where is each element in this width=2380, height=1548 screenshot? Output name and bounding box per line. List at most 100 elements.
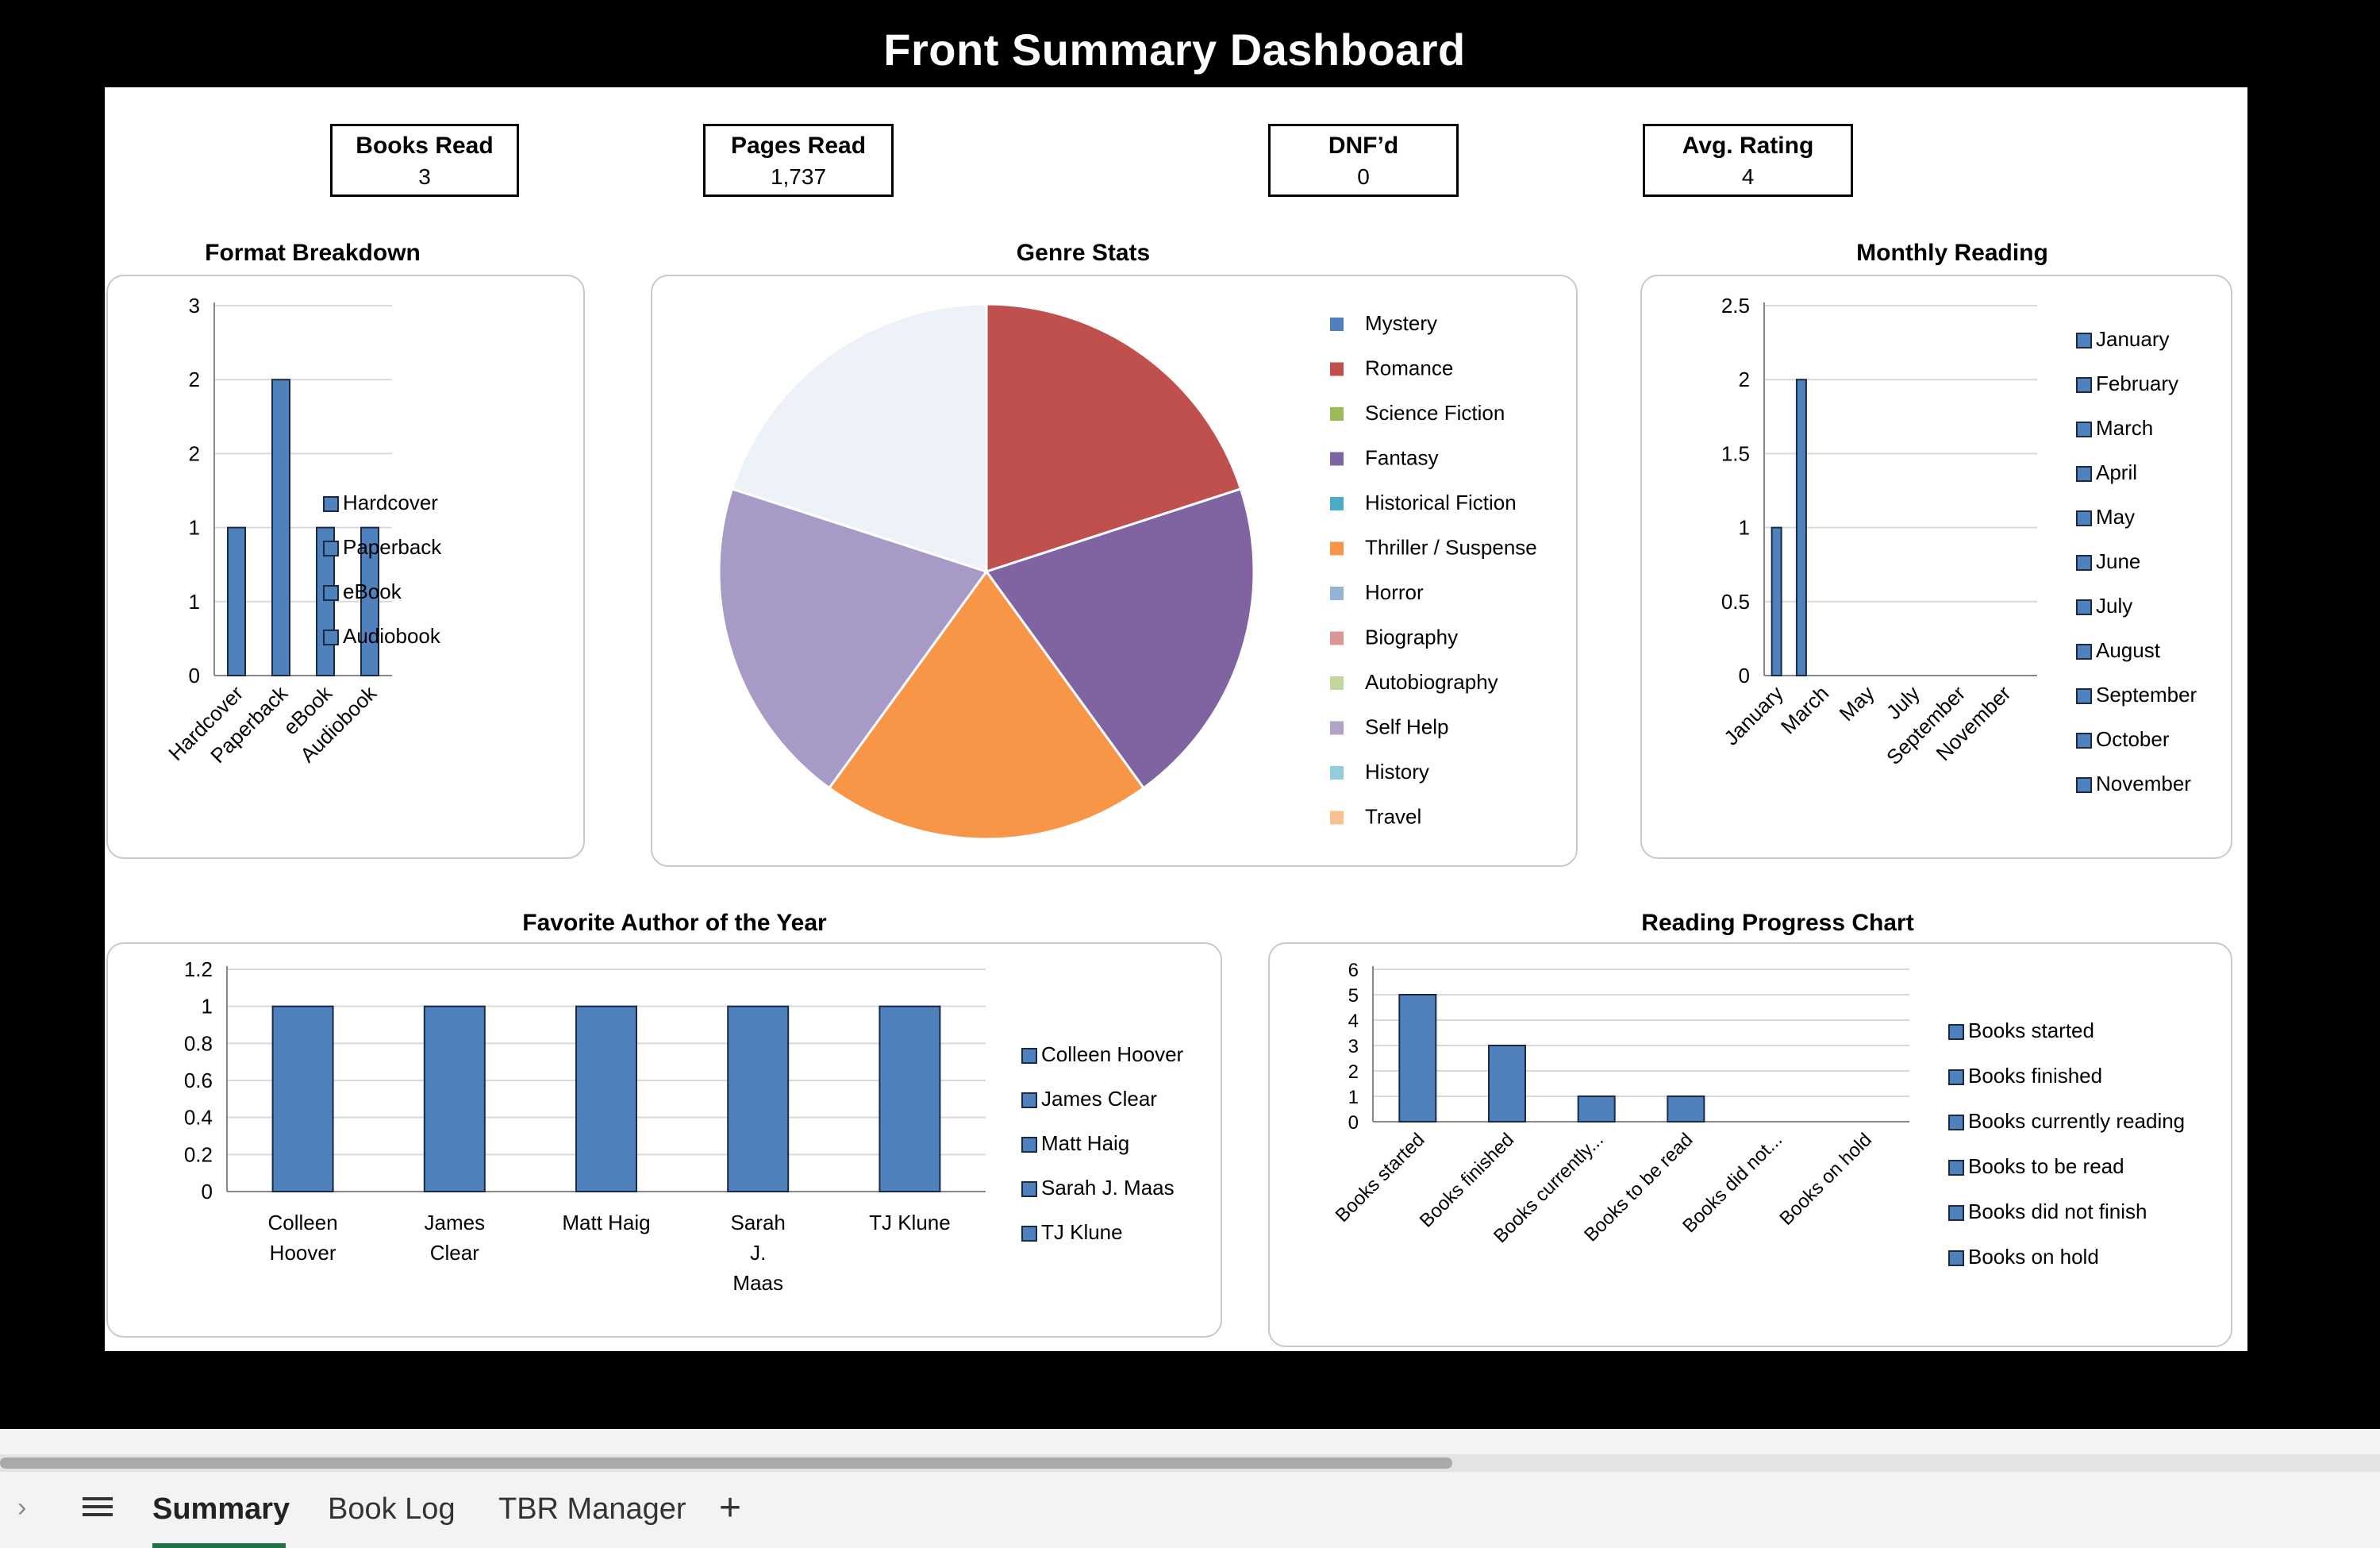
legend-label: Colleen Hoover (1041, 1042, 1184, 1066)
bar-james-clear (423, 1005, 486, 1192)
y-tick-label: 1.5 (1721, 441, 1750, 465)
x-tick-label: Sarah (731, 1211, 786, 1234)
legend-label: February (2096, 372, 2178, 395)
genre-stats-svg: Mystery Romance Science Fiction Fantasy Hist… (717, 302, 1537, 841)
legend-label: Hardcover (343, 491, 438, 514)
legend-label: History (1365, 760, 1429, 784)
kpi-label: DNF’d (1328, 133, 1399, 159)
bar-audiobook (360, 526, 379, 676)
x-tick-label: Hoover (270, 1241, 336, 1265)
bar-paperback (271, 379, 290, 676)
y-tick-label: 0.2 (184, 1142, 213, 1166)
y-tick-label: 1.2 (184, 957, 213, 981)
y-tick-label: 2.5 (1721, 294, 1750, 318)
legend-label: June (2096, 549, 2140, 573)
bar-books-started (1398, 994, 1437, 1122)
favorite-author-chart[interactable]: 0 0.2 0.4 0.6 0.8 1 1.2 Colleen Hoover James Clear… (106, 942, 1222, 1338)
x-tick-label: Colleen (268, 1211, 338, 1234)
y-tick-label: 0.5 (1721, 590, 1750, 614)
legend-label: Books did not finish (1968, 1200, 2147, 1223)
pie-slice-self-help (717, 487, 989, 790)
x-tick-label: Matt Haig (562, 1211, 650, 1234)
y-tick-label: 0.6 (184, 1069, 213, 1092)
tab-tbr-manager[interactable]: TBR Manager (498, 1492, 686, 1526)
x-tick-label: May (1835, 681, 1879, 726)
legend-swatch (1330, 766, 1344, 780)
x-tick-label: Books started (1332, 1129, 1429, 1226)
kpi-dnf[interactable]: DNF’d 0 (1268, 124, 1459, 197)
y-tick-label: 0 (189, 664, 200, 687)
tab-book-log[interactable]: Book Log (328, 1492, 456, 1526)
kpi-label: Pages Read (730, 133, 867, 159)
legend-label: Travel (1365, 805, 1421, 829)
y-tick-label: 0 (1739, 664, 1750, 687)
horizontal-scrollbar-thumb[interactable] (0, 1458, 1452, 1469)
x-tick-label: James (425, 1211, 486, 1234)
y-tick-label: 3 (1348, 1036, 1359, 1057)
legend-swatch (2076, 599, 2092, 615)
pie-slice-fantasy (984, 487, 1255, 790)
x-tick-label: Books on hold (1775, 1129, 1876, 1230)
legend-swatch (1021, 1048, 1037, 1064)
legend-swatch (1948, 1250, 1964, 1266)
legend-swatch (1948, 1069, 1964, 1085)
legend-swatch (1330, 631, 1344, 645)
legend-label: Mystery (1365, 311, 1437, 335)
legend-swatch (2076, 688, 2092, 704)
legend-swatch (1330, 497, 1344, 510)
legend-label: Historical Fiction (1365, 491, 1517, 514)
legend-swatch (1021, 1226, 1037, 1242)
legend-swatch (2076, 466, 2092, 482)
legend-label: Matt Haig (1041, 1131, 1129, 1155)
reading-progress-chart[interactable]: 0 1 2 3 4 5 6 Books started Books finished Books … (1268, 942, 2232, 1347)
y-tick-label: 1 (1348, 1087, 1359, 1108)
pie-slice-thriller-suspense (827, 569, 1146, 841)
legend-label: TJ Klune (1041, 1220, 1123, 1244)
legend-swatch (2076, 510, 2092, 526)
format-breakdown-svg: 011223HardcoverPaperbackeBookAudiobookHa… (163, 294, 442, 768)
worksheet-area: Front Summary Dashboard Books Read 3 Pag… (105, 25, 2247, 1351)
legend-label: September (2096, 683, 2197, 707)
add-sheet-icon[interactable]: + (719, 1487, 742, 1529)
kpi-books-read[interactable]: Books Read 3 (330, 124, 519, 197)
pie-slice-travel (730, 302, 988, 574)
tab-summary[interactable]: Summary (152, 1492, 290, 1526)
legend-label: Sarah J. Maas (1041, 1176, 1175, 1200)
format-breakdown-title: Format Breakdown (205, 240, 421, 266)
kpi-value: 4 (1741, 164, 1755, 189)
kpi-avg-rating[interactable]: Avg. Rating 4 (1643, 124, 1853, 197)
monthly-reading-chart[interactable]: 0 0.5 1 1.5 2 2.5 January March May July September… (1640, 275, 2232, 859)
legend-label: Books finished (1968, 1064, 2102, 1088)
y-tick-label: 1 (189, 590, 200, 614)
kpi-value: 0 (1357, 164, 1370, 189)
kpi-label: Avg. Rating (1682, 133, 1814, 159)
legend-swatch (1021, 1181, 1037, 1197)
y-tick-label: 0 (1348, 1112, 1359, 1134)
legend-swatch (2076, 644, 2092, 660)
legend-swatch (1948, 1024, 1964, 1040)
kpi-pages-read[interactable]: Pages Read 1,737 (703, 124, 894, 197)
genre-stats-chart[interactable]: Mystery Romance Science Fiction Fantasy Hist… (651, 275, 1578, 867)
bar-sarah-j-maas (727, 1005, 790, 1192)
favorite-author-title: Favorite Author of the Year (522, 910, 827, 936)
legend-label: eBook (343, 580, 402, 603)
legend-label: Books currently reading (1968, 1109, 2185, 1133)
legend-label: Romance (1365, 356, 1453, 380)
x-tick-label: Books finished (1416, 1129, 1518, 1231)
legend-swatch (2076, 777, 2092, 793)
y-tick-label: 4 (1348, 1011, 1359, 1032)
bar-january (1771, 526, 1782, 676)
kpi-value: 1,737 (770, 164, 827, 189)
bar-books-currently-reading (1577, 1096, 1616, 1122)
legend-swatch (1330, 721, 1344, 735)
y-tick-label: 1 (189, 516, 200, 540)
hamburger-menu-icon[interactable] (83, 1492, 113, 1521)
legend-swatch (1330, 587, 1344, 600)
legend-swatch (1948, 1160, 1964, 1176)
chevron-right-icon[interactable]: › (17, 1492, 27, 1523)
x-tick-label: Clear (430, 1241, 479, 1265)
legend-swatch (1330, 452, 1344, 466)
format-breakdown-chart[interactable]: 0 1 1 2 2 3 Hardcover Paperback eBook Audiobook Ha… (106, 275, 585, 859)
